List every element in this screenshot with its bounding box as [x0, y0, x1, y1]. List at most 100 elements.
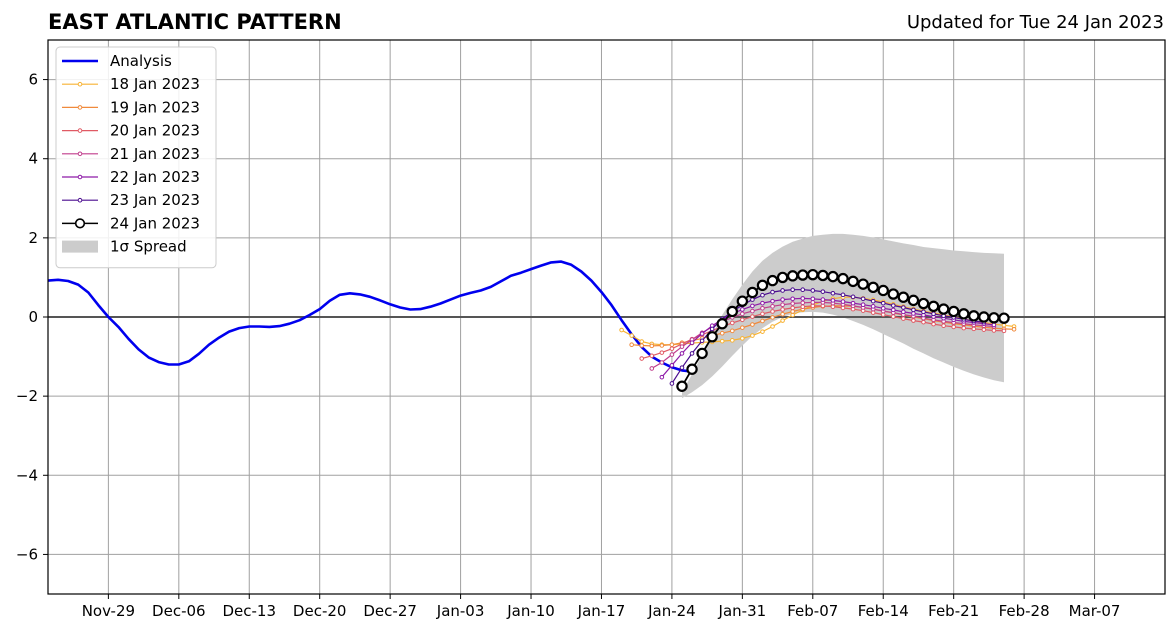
forecast-point — [921, 319, 926, 325]
forecast-point — [629, 342, 634, 348]
legend-label: Analysis — [110, 52, 172, 70]
x-tick-label: Dec-13 — [222, 602, 276, 620]
forecast-point — [726, 305, 738, 318]
forecast-point — [907, 294, 920, 307]
legend-label: 23 Jan 2023 — [110, 191, 200, 209]
forecast-point — [817, 269, 829, 282]
legend-entry: 18 Jan 2023 — [62, 75, 200, 93]
forecast-point — [917, 297, 930, 310]
legend-entry: 21 Jan 2023 — [62, 145, 200, 163]
legend-entry: 24 Jan 2023 — [62, 214, 200, 232]
forecast-point — [699, 338, 705, 344]
forecast-point — [776, 271, 789, 284]
forecast-point — [770, 324, 775, 329]
forecast-point — [887, 288, 899, 300]
forecast-point — [760, 300, 765, 306]
legend-label: 24 Jan 2023 — [110, 214, 200, 232]
forecast-point — [659, 374, 665, 380]
forecast-point — [780, 318, 785, 323]
forecast-point — [927, 300, 940, 313]
forecast-point — [770, 304, 775, 309]
forecast-point — [659, 350, 665, 355]
forecast-point — [740, 307, 745, 312]
legend-marker — [74, 218, 86, 229]
forecast-point — [740, 311, 745, 317]
forecast-point — [947, 305, 960, 318]
forecast-point — [971, 326, 977, 332]
forecast-point — [689, 340, 695, 346]
forecast-point — [750, 297, 755, 302]
forecast-point — [770, 298, 775, 304]
forecast-point — [679, 365, 685, 370]
forecast-point — [820, 297, 826, 302]
forecast-point — [669, 381, 675, 386]
legend-entry: 1σ Spread — [62, 238, 187, 256]
forecast-point — [676, 380, 688, 392]
legend-entry: 22 Jan 2023 — [62, 168, 200, 186]
chart-title: EAST ATLANTIC PATTERN — [48, 10, 342, 34]
forecast-point — [998, 312, 1010, 324]
forecast-point — [820, 303, 826, 309]
forecast-point — [639, 356, 645, 361]
forecast-point — [689, 351, 695, 356]
forecast-point — [729, 338, 735, 343]
forecast-point — [669, 362, 675, 368]
forecast-point — [800, 300, 806, 306]
forecast-point — [750, 322, 755, 327]
forecast-point — [746, 286, 759, 299]
x-tick-label: Nov-29 — [82, 602, 135, 620]
forecast-point — [890, 307, 896, 313]
forecast-point — [709, 326, 715, 332]
forecast-series — [639, 303, 1007, 361]
forecast-point — [937, 303, 950, 315]
forecast-point — [669, 352, 675, 357]
legend-marker — [77, 81, 83, 87]
legend-label: 20 Jan 2023 — [110, 122, 200, 140]
forecast-point — [719, 338, 725, 344]
forecast-point — [941, 323, 946, 329]
forecast-point — [840, 292, 846, 298]
forecast-point — [860, 302, 866, 308]
forecast-point — [780, 307, 785, 312]
forecast-point — [770, 289, 775, 295]
forecast-point — [669, 342, 675, 348]
forecast-point — [897, 291, 910, 303]
forecast-point — [981, 327, 987, 332]
x-tick-label: Jan-17 — [577, 602, 626, 620]
forecast-point — [619, 327, 624, 333]
forecast-point — [850, 294, 856, 300]
forecast-point — [760, 305, 765, 311]
forecast-point — [750, 333, 755, 338]
forecast-point — [659, 343, 665, 348]
forecast-point — [810, 296, 816, 302]
forecast-point — [629, 333, 634, 338]
legend-marker — [77, 197, 83, 203]
forecast-point — [686, 363, 698, 375]
forecast-point — [800, 304, 806, 310]
forecast-point — [639, 343, 645, 348]
analysis-line — [47, 260, 693, 373]
forecast-point — [901, 316, 906, 321]
forecast-point — [760, 311, 765, 317]
forecast-point — [931, 321, 936, 327]
forecast-point — [719, 330, 725, 336]
forecast-point — [786, 270, 799, 282]
legend-marker — [77, 174, 83, 180]
legend-label: 19 Jan 2023 — [110, 98, 200, 116]
forecast-point — [830, 304, 836, 310]
y-tick-label: 6 — [28, 71, 38, 89]
forecast-point — [1011, 326, 1017, 332]
forecast-point — [911, 318, 916, 323]
forecast-point — [706, 331, 718, 343]
forecast-point — [850, 300, 856, 306]
legend-label: 21 Jan 2023 — [110, 145, 200, 163]
forecast-point — [958, 308, 970, 320]
forecast-point — [790, 287, 795, 292]
forecast-point — [890, 314, 896, 319]
forecast-point — [961, 325, 967, 331]
legend-swatch — [62, 240, 98, 253]
forecast-point — [790, 296, 795, 302]
forecast-point — [877, 284, 889, 297]
legend-marker — [77, 151, 83, 157]
